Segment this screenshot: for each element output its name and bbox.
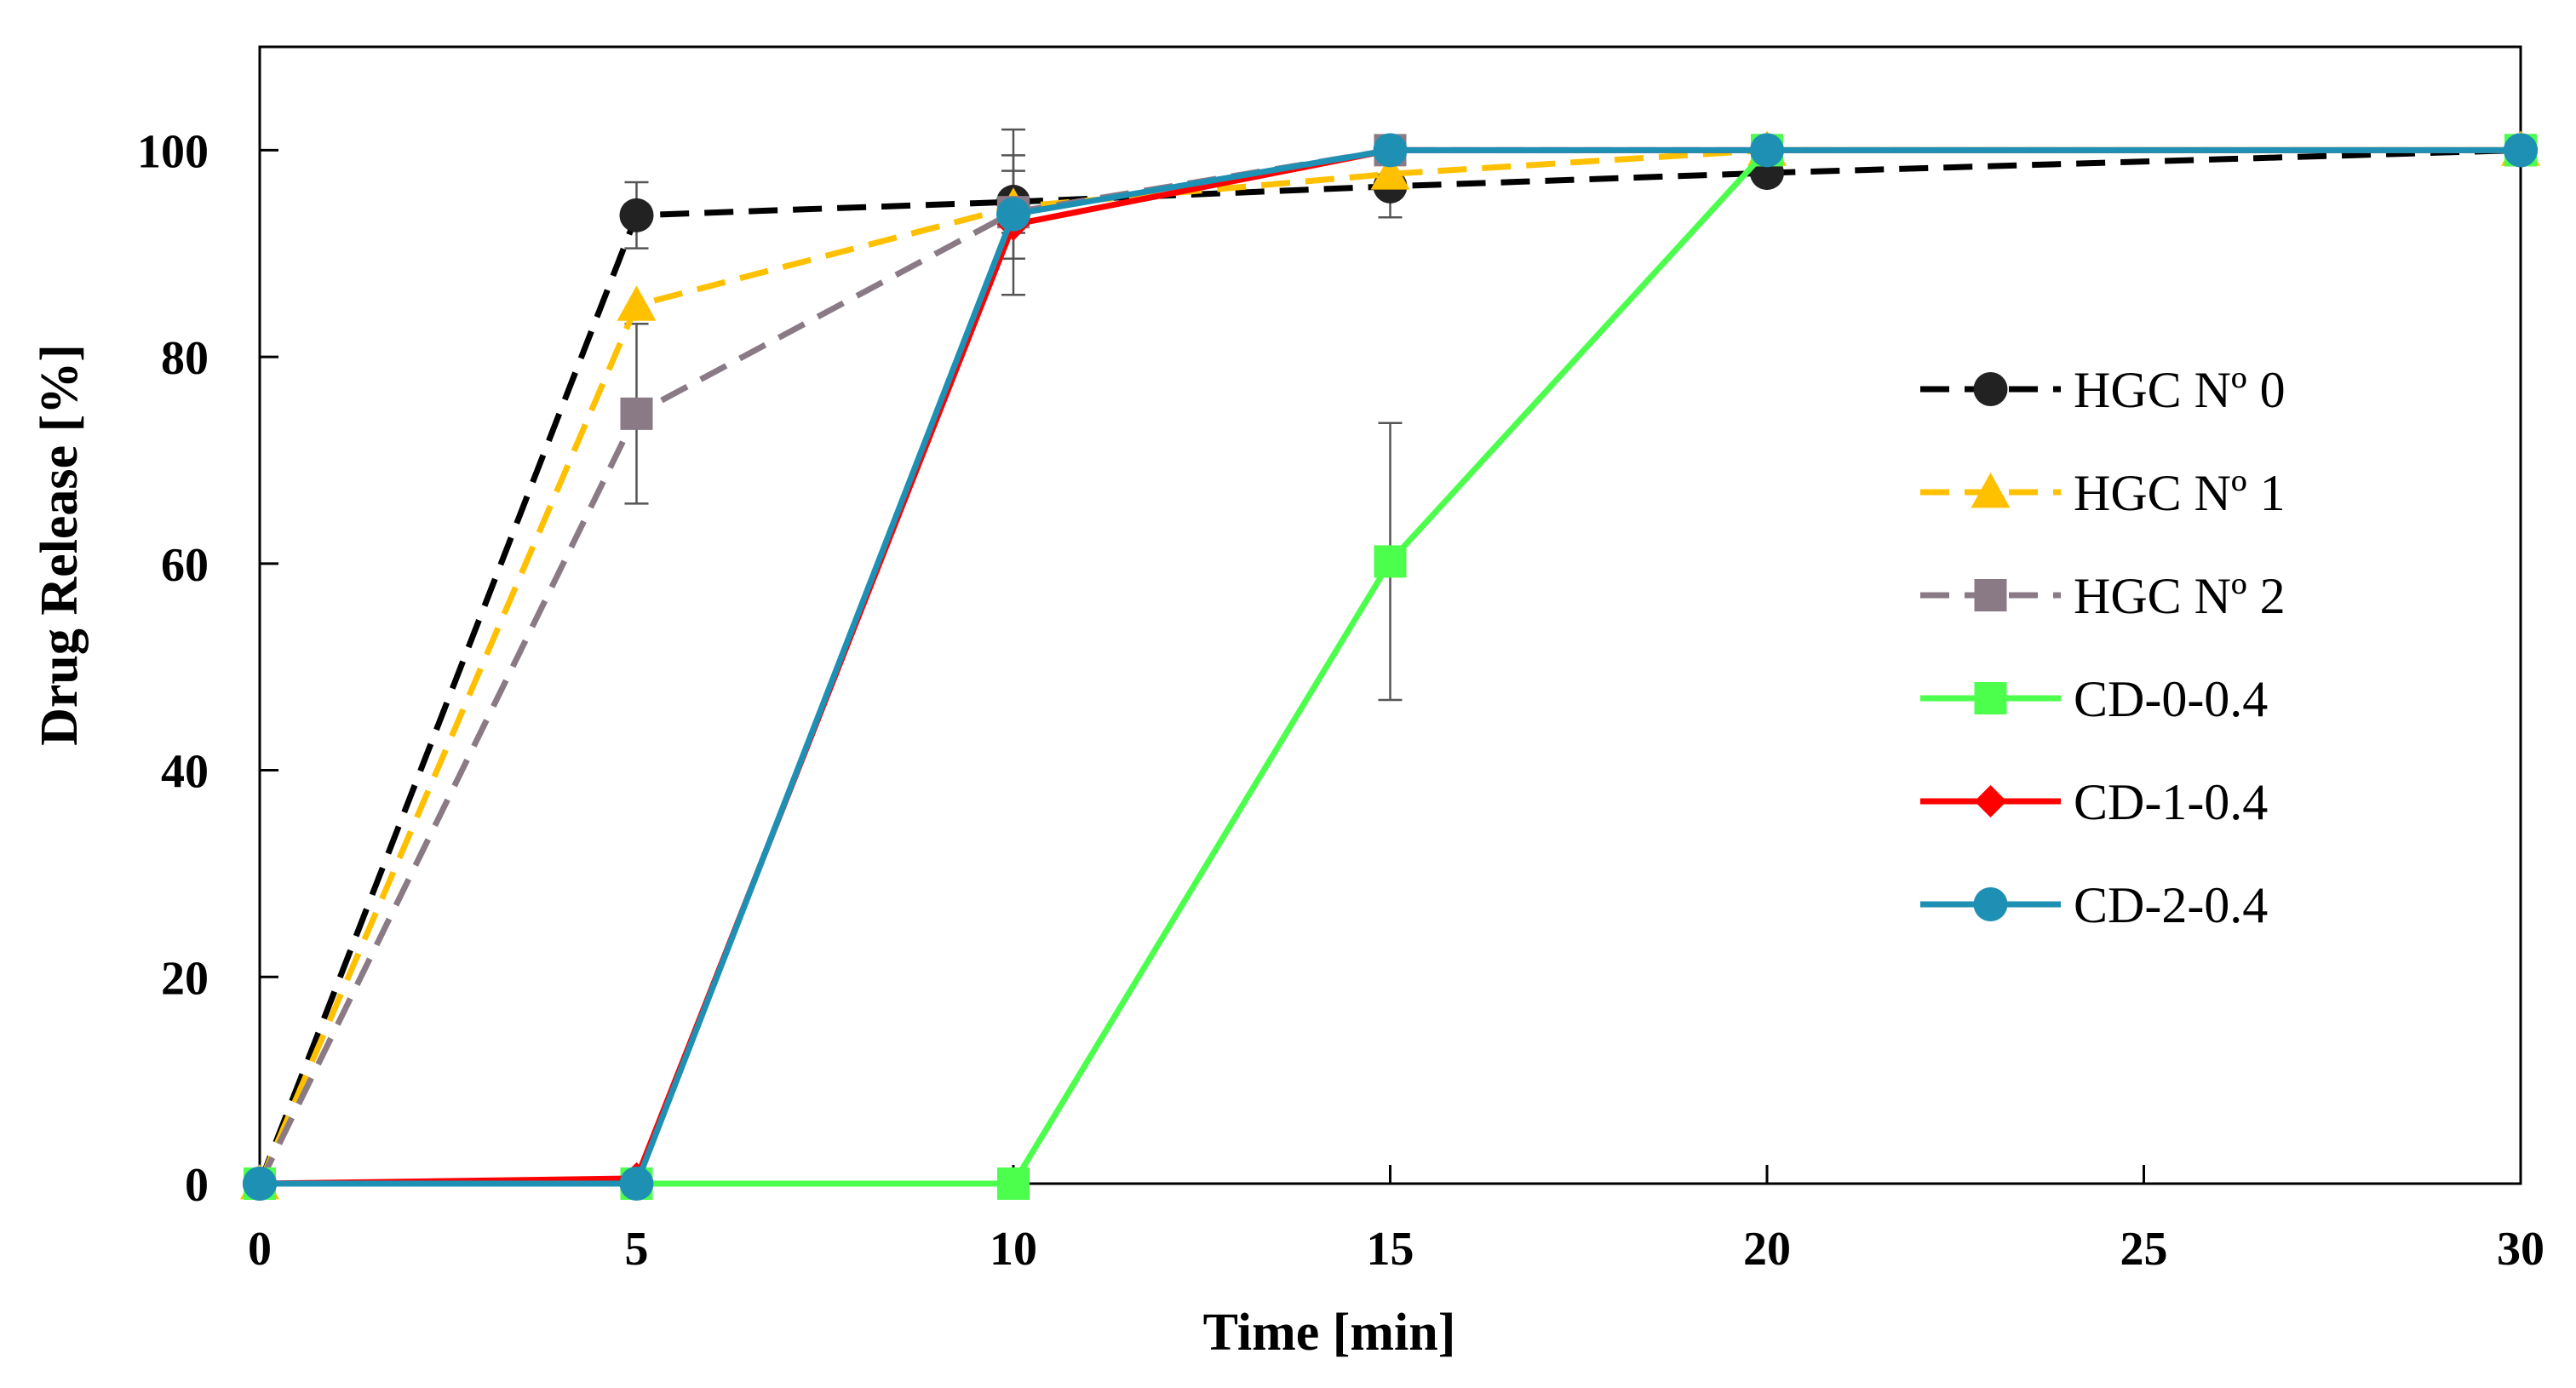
legend-label-hgc-n-0: HGC Nº 0 bbox=[2074, 362, 2286, 418]
data-point-hgc-n-1 bbox=[617, 285, 657, 321]
data-point-cd-2-0-4 bbox=[619, 1167, 654, 1201]
data-point-cd-2-0-4 bbox=[1750, 133, 1784, 168]
x-axis-title: Time [min] bbox=[1203, 1304, 1456, 1362]
x-tick-label: 15 bbox=[1367, 1223, 1414, 1276]
legend: HGC Nº 0 HGC Nº 1 HGC Nº 2 CD-0-0.4 CD-1-0.4… bbox=[1920, 362, 2286, 933]
x-tick-label: 20 bbox=[1743, 1223, 1791, 1276]
legend-label-hgc-n-1: HGC Nº 1 bbox=[2074, 465, 2286, 521]
axis-ticks: 0 5 10 15 20 25 30 0 20 40 60 80 100 bbox=[137, 125, 2544, 1276]
y-axis-title: Drug Release [%] bbox=[31, 344, 89, 746]
data-point-cd-0-0-4 bbox=[1374, 545, 1407, 578]
y-tick-label: 100 bbox=[137, 125, 209, 178]
y-tick-label: 20 bbox=[161, 952, 209, 1005]
data-point-cd-2-0-4 bbox=[243, 1167, 277, 1201]
x-tick-label: 5 bbox=[625, 1223, 649, 1276]
x-tick-label: 0 bbox=[248, 1223, 272, 1276]
data-point-cd-2-0-4 bbox=[2504, 133, 2538, 168]
legend-label-cd-1-0-4: CD-1-0.4 bbox=[2074, 774, 2268, 830]
legend-marker-cd-0-0-4 bbox=[1974, 682, 2007, 714]
series-line-hgc-n-0 bbox=[256, 146, 2521, 1185]
legend-label-cd-0-0-4: CD-0-0.4 bbox=[2074, 671, 2268, 727]
series-line-cd-2-0-4 bbox=[260, 146, 2521, 1187]
data-point-cd-0-0-4 bbox=[997, 1167, 1030, 1200]
legend-label-cd-2-0-4: CD-2-0.4 bbox=[2074, 877, 2268, 933]
data-point-hgc-n-2 bbox=[620, 397, 653, 430]
y-tick-label: 0 bbox=[185, 1159, 209, 1212]
x-tick-label: 25 bbox=[2120, 1223, 2168, 1276]
y-tick-label: 60 bbox=[161, 539, 209, 592]
data-series bbox=[240, 130, 2540, 1201]
legend-marker-hgc-n-0 bbox=[1973, 372, 2008, 406]
data-point-cd-2-0-4 bbox=[1373, 133, 1408, 168]
data-point-hgc-n-0 bbox=[619, 198, 654, 232]
data-point-cd-2-0-4 bbox=[996, 197, 1030, 232]
legend-marker-cd-1-0-4 bbox=[1974, 785, 2007, 817]
legend-label-hgc-n-2: HGC Nº 2 bbox=[2074, 568, 2286, 624]
data-point-hgc-n-1 bbox=[1370, 154, 1410, 190]
x-tick-label: 30 bbox=[2497, 1223, 2544, 1276]
legend-marker-hgc-n-2 bbox=[1974, 579, 2007, 611]
x-tick-label: 10 bbox=[990, 1223, 1037, 1276]
legend-marker-hgc-n-1 bbox=[1971, 473, 2011, 508]
y-tick-label: 40 bbox=[161, 746, 209, 799]
y-tick-label: 80 bbox=[161, 332, 209, 385]
legend-marker-cd-2-0-4 bbox=[1973, 887, 2008, 921]
